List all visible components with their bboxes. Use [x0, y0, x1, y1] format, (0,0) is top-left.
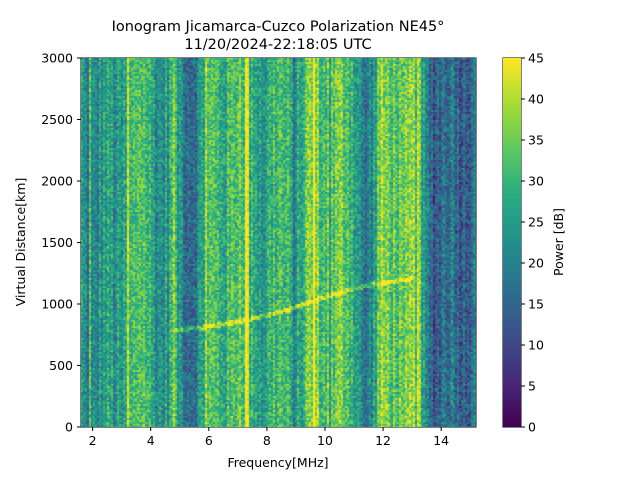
- colorbar-tick-label: 20: [528, 256, 544, 271]
- x-tick-label: 14: [433, 433, 449, 448]
- x-axis-label: Frequency[MHz]: [227, 455, 328, 470]
- colorbar-tick-label: 30: [528, 174, 544, 189]
- colorbar-ticks: 0 5 10 15 20 25 30 35 40 45: [521, 51, 544, 435]
- x-tick-label: 8: [263, 433, 271, 448]
- y-tick-label: 1000: [41, 297, 73, 312]
- y-axis-label: Virtual Distance[km]: [13, 178, 28, 307]
- chart-subtitle: 11/20/2024-22:18:05 UTC: [184, 37, 371, 53]
- x-tick-label: 10: [317, 433, 333, 448]
- x-tick-label: 4: [147, 433, 155, 448]
- colorbar-tick-label: 15: [528, 297, 544, 312]
- colorbar-tick-label: 40: [528, 92, 544, 107]
- colorbar-tick-label: 25: [528, 215, 544, 230]
- y-tick-label: 2500: [41, 112, 73, 127]
- x-tick-label: 12: [375, 433, 391, 448]
- y-tick-label: 1500: [41, 235, 73, 250]
- y-tick-label: 3000: [41, 51, 73, 66]
- colorbar-tick-label: 0: [528, 420, 536, 435]
- colorbar-gradient: [503, 58, 521, 427]
- colorbar-tick-label: 5: [528, 379, 536, 394]
- colorbar-tick-label: 45: [528, 51, 544, 66]
- colorbar-tick-label: 10: [528, 338, 544, 353]
- y-tick-label: 500: [49, 358, 73, 373]
- y-tick-label: 0: [65, 420, 73, 435]
- x-axis-ticks: 2 4 6 8 10 12 14: [89, 427, 449, 448]
- chart-title: Ionogram Jicamarca-Cuzco Polarization NE…: [112, 19, 445, 35]
- colorbar-label: Power [dB]: [551, 208, 566, 276]
- x-tick-label: 6: [205, 433, 213, 448]
- colorbar-tick-label: 35: [528, 133, 544, 148]
- y-axis-ticks: 0 500 1000 1500 2000 2500 3000: [41, 51, 81, 435]
- x-tick-label: 2: [89, 433, 97, 448]
- y-tick-label: 2000: [41, 174, 73, 189]
- ionogram-heatmap: [81, 58, 476, 427]
